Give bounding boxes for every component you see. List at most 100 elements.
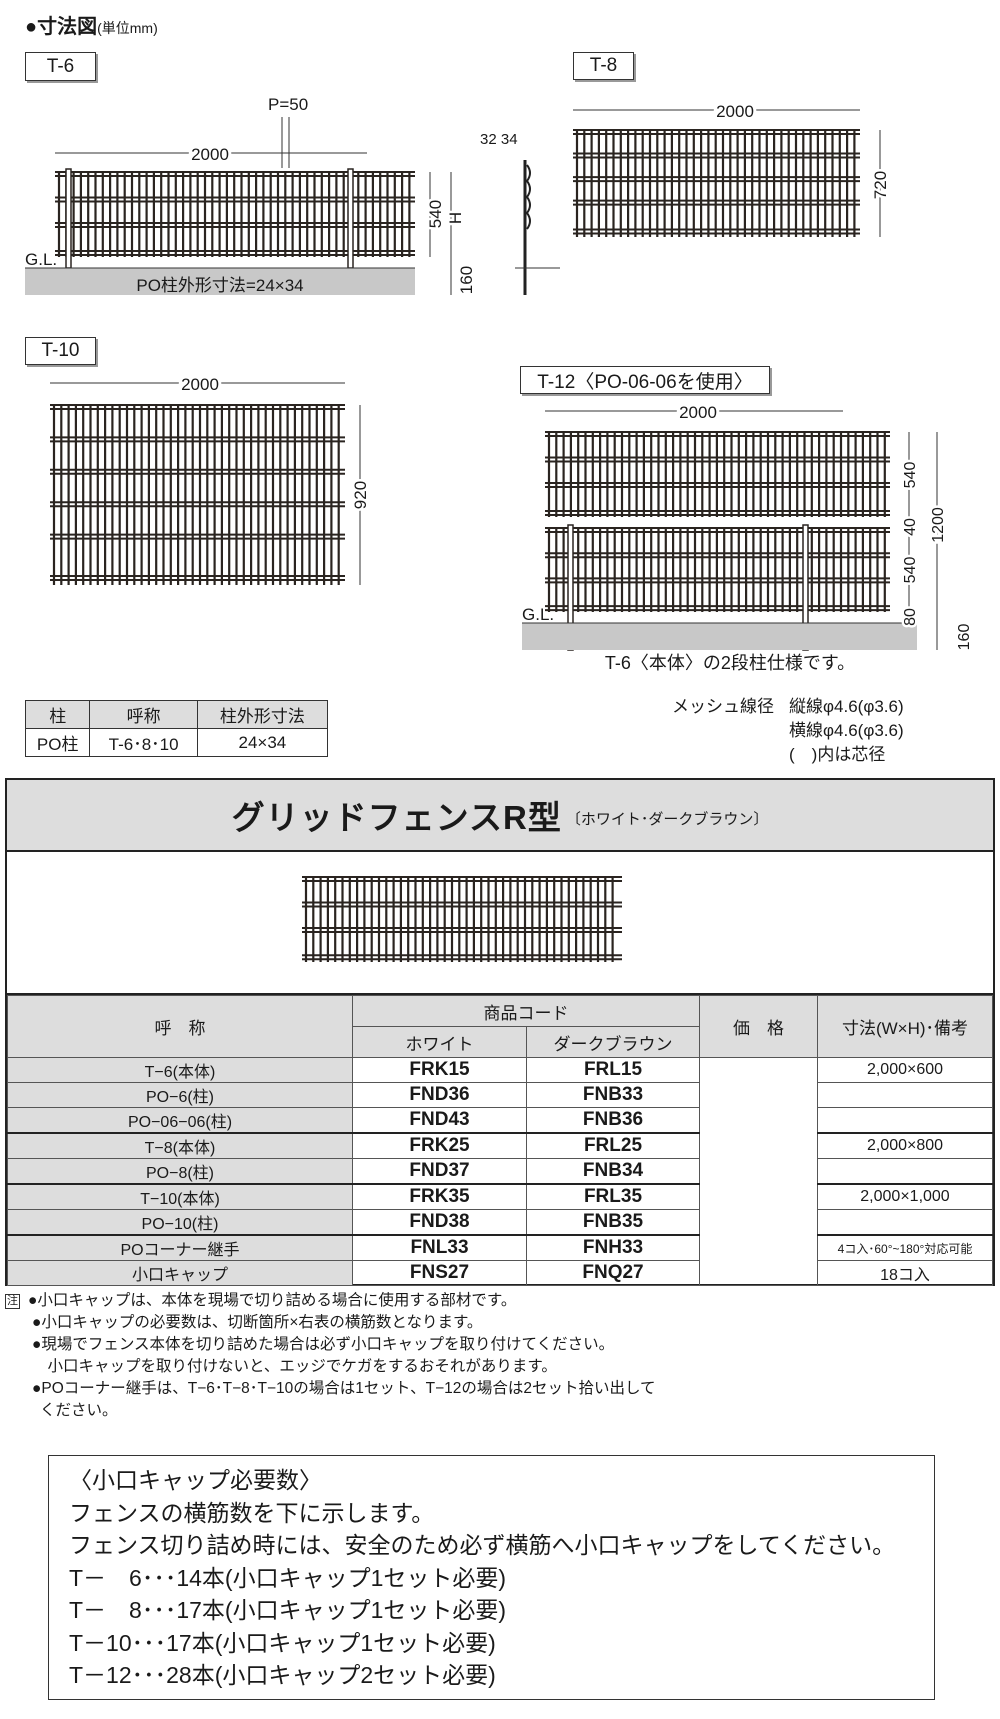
dim-pitch: P=50 <box>268 95 308 114</box>
ground-t12 <box>522 623 917 650</box>
dim-t12-top: 540 <box>902 462 919 489</box>
mesh-spec-label: メッシュ線径 <box>672 697 774 716</box>
post-th: 呼称 <box>89 700 198 729</box>
cell-white-code: FNS27 <box>352 1260 527 1286</box>
dim-t10-height: 920 <box>351 481 370 509</box>
product-image <box>7 852 993 995</box>
fence-t12-top <box>545 431 890 517</box>
note-item: ●小口キャップの必要数は、切断箇所×右表の横筋数となります。 <box>32 1314 483 1331</box>
table-row: 小口キャップ FNS27 FNQ27 18コ入 <box>7 1260 993 1286</box>
cell-name: 小口キャップ <box>7 1260 353 1286</box>
mesh-horizontal: 横線φ4.6(φ3.6) <box>789 721 904 740</box>
post-table: 柱呼称 柱外形寸法 PO柱 T-6･8･10 24×34 <box>24 700 329 757</box>
cell-white-code: FNL33 <box>352 1234 527 1261</box>
title-text: ●寸法図 <box>25 16 98 38</box>
dim-t12-gap: 40 <box>902 518 919 536</box>
cap-requirements-box: 〈小口キャップ必要数〉 フェンスの横筋数を下に示します。 フェンス切り詰め時には… <box>48 1455 935 1700</box>
dim-t8-height: 720 <box>871 171 890 199</box>
cell-name: PO−6(柱) <box>7 1082 353 1108</box>
cell-name: PO−8(柱) <box>7 1158 353 1185</box>
post-th: 柱 <box>24 700 91 729</box>
label-t8: T-8 <box>573 52 634 80</box>
cell-white-code: FRK35 <box>352 1183 527 1210</box>
side-view-dims: 32 34 <box>480 131 518 148</box>
cell-brown-code: FNB36 <box>526 1107 700 1134</box>
table-row: T−6(本体) FRK15 FRL15 2,000×600 <box>7 1057 993 1286</box>
cell-white-code: FRK15 <box>352 1057 527 1083</box>
post-td: T-6･8･10 <box>89 728 198 757</box>
th-brown: ダークブラウン <box>526 1026 700 1058</box>
product-colors: 〔ホワイト･ダークブラウン〕 <box>565 810 769 828</box>
cap-line: T－ 6･･･14本(小口キャップ1セット必要) <box>69 1564 507 1591</box>
fence-image <box>302 876 622 962</box>
table-row: PO−10(柱) FND38 FNB35 <box>7 1209 993 1236</box>
dim-t12-clear: 80 <box>902 608 919 626</box>
note-item: ください。 <box>40 1402 118 1419</box>
gl-t6: G.L. <box>25 250 57 269</box>
mesh-note: ( )内は芯径 <box>789 745 886 764</box>
cap-line: T－ 8･･･17本(小口キャップ1セット必要) <box>69 1597 507 1623</box>
cap-line: フェンス切り詰め時には、安全のため必ず横筋へ小口キャップをしてください。 <box>69 1532 896 1558</box>
cell-brown-code: FNQ27 <box>526 1260 700 1286</box>
post-td: 24×34 <box>196 728 329 757</box>
table-row: T−10(本体) FRK35 FRL35 2,000×1,000 <box>7 1183 993 1210</box>
dim-t8-width: 2000 <box>716 102 754 121</box>
mesh-spec: 縦線φ4.6(φ3.6) 横線φ4.6(φ3.6) ( )内は芯径 <box>789 695 904 767</box>
th-price: 価 格 <box>699 995 818 1058</box>
cell-brown-code: FRL25 <box>526 1132 700 1159</box>
label-t12: T-12〈PO-06-06を使用〉 <box>520 366 770 394</box>
note-item: 小口キャップを取り付けないと、エッジでケガをするおそれがあります。 <box>32 1358 557 1375</box>
table-row: PO−6(柱) FND36 FNB33 <box>7 1082 993 1108</box>
cell-size: 2,000×600 <box>817 1057 993 1083</box>
cell-size: 2,000×800 <box>817 1132 993 1159</box>
notes: 注 ●小口キャップは、本体を現場で切り詰める場合に使用する部材です。 ●小口キャッ… <box>5 1290 656 1422</box>
dim-h: H <box>446 212 465 224</box>
cap-title: 〈小口キャップ必要数〉 <box>69 1467 322 1493</box>
label-t10: T-10 <box>25 337 96 365</box>
cell-white-code: FND38 <box>352 1209 527 1236</box>
cell-price <box>699 1057 818 1286</box>
cell-white-code: FND36 <box>352 1082 527 1108</box>
table-row: POコーナー継手 FNL33 FNH33 4コ入･60°~180°対応可能 <box>7 1234 993 1261</box>
fence-t6 <box>55 168 415 269</box>
gl-t12: G.L. <box>522 605 554 624</box>
cell-size <box>817 1209 993 1236</box>
dimension-drawings: 2000 P=50 540 H 160 G.L. PO柱外形寸法=24×34 3… <box>25 95 973 673</box>
fence-t10 <box>50 404 345 585</box>
unit-text: (単位mm) <box>97 20 158 36</box>
cell-size: 18コ入 <box>817 1260 993 1286</box>
dim-t12-bottom: 540 <box>902 557 919 584</box>
section-title: ●寸法図(単位mm) <box>25 10 158 39</box>
dim-t10-width: 2000 <box>181 375 219 394</box>
cell-size: 2,000×1,000 <box>817 1183 993 1210</box>
th-code: 商品コード <box>352 995 700 1027</box>
cell-name: T−10(本体) <box>7 1183 353 1210</box>
product-fence <box>302 876 622 962</box>
table-row: PO−8(柱) FND37 FNB34 <box>7 1158 993 1185</box>
table-row: PO−06−06(柱) FND43 FNB36 <box>7 1107 993 1134</box>
note-mark: 注 <box>5 1294 20 1309</box>
dim-t6-embed: 160 <box>457 266 476 294</box>
cell-name: T−6(本体) <box>7 1057 353 1083</box>
cell-name: T−8(本体) <box>7 1132 353 1159</box>
fence-t8 <box>573 129 860 237</box>
post-dimension-note: PO柱外形寸法=24×34 <box>136 276 303 295</box>
cell-brown-code: FRL35 <box>526 1183 700 1210</box>
product-panel: グリッドフェンスR型 〔ホワイト･ダークブラウン〕 呼 称商品コード価 格寸法(… <box>5 778 995 1286</box>
product-table: 呼 称商品コード価 格寸法(W×H)･備考 ホワイト ダークブラウン T−6(本体… <box>7 995 993 1286</box>
cell-size <box>817 1158 993 1185</box>
cell-name: PO−06−06(柱) <box>7 1107 353 1134</box>
dim-t12-embed: 160 <box>956 624 973 651</box>
post-td: PO柱 <box>24 728 91 757</box>
cell-white-code: FND37 <box>352 1158 527 1185</box>
mesh-vertical: 縦線φ4.6(φ3.6) <box>789 697 904 716</box>
t12-caption: T-6〈本体〉の2段柱仕様です。 <box>605 653 855 673</box>
ground-t6 <box>25 268 415 295</box>
cell-size <box>817 1107 993 1134</box>
fence-t12-bottom <box>545 524 890 651</box>
cell-brown-code: FNB34 <box>526 1158 700 1185</box>
cap-line: T－10･･･17本(小口キャップ1セット必要) <box>69 1629 496 1656</box>
cap-line: フェンスの横筋数を下に示します。 <box>69 1499 435 1526</box>
cell-brown-code: FNH33 <box>526 1234 700 1261</box>
label-t6: T-6 <box>25 52 96 81</box>
